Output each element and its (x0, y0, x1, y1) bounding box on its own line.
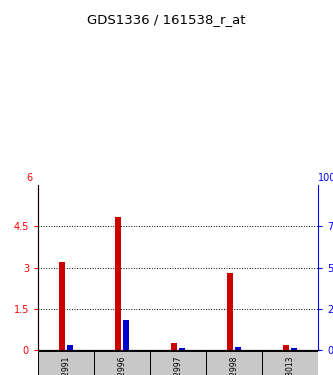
Bar (171, 343, 177, 350)
Bar (234, 347, 241, 350)
Bar (178, 348, 185, 350)
Bar (123, 320, 129, 350)
Text: GDS1336 / 161538_r_at: GDS1336 / 161538_r_at (87, 13, 246, 26)
Text: GSM42997: GSM42997 (173, 355, 182, 375)
Bar (59, 262, 66, 350)
Bar (67, 345, 73, 350)
Text: GSM42996: GSM42996 (118, 355, 127, 375)
Bar (94, 351, 150, 375)
Bar (115, 217, 122, 350)
Bar (38, 351, 94, 375)
Text: 6: 6 (26, 173, 32, 183)
Text: 100%: 100% (318, 173, 333, 183)
Text: GSM42998: GSM42998 (229, 356, 238, 375)
Bar (227, 273, 233, 350)
Bar (150, 351, 206, 375)
Bar (206, 351, 262, 375)
Bar (291, 348, 297, 350)
Bar (262, 351, 318, 375)
Bar (283, 345, 289, 350)
Text: GSM42991: GSM42991 (62, 356, 71, 375)
Text: GSM43013: GSM43013 (285, 355, 294, 375)
